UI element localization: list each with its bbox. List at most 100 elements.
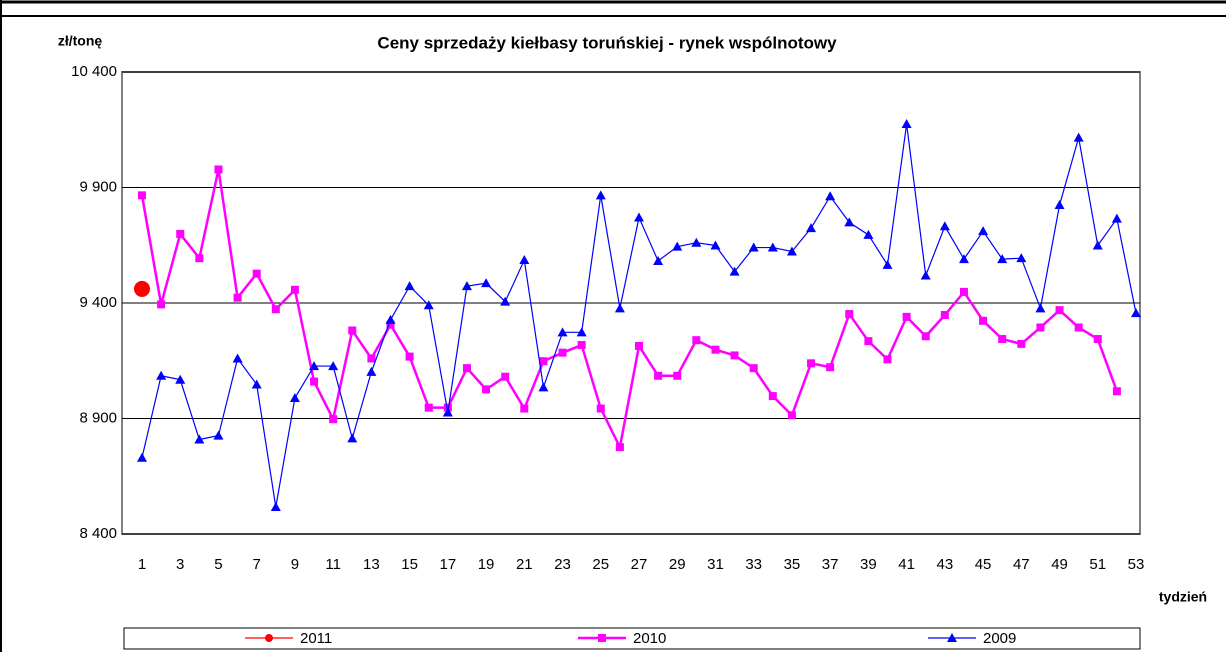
x-tick-label: 1	[138, 556, 146, 573]
point	[137, 452, 147, 462]
point	[844, 217, 855, 227]
point	[845, 310, 854, 319]
point	[232, 353, 243, 363]
point	[462, 364, 471, 373]
point	[156, 370, 167, 380]
point	[787, 411, 796, 420]
point	[1131, 308, 1141, 318]
point	[691, 237, 702, 247]
x-tick-label: 21	[516, 556, 533, 573]
x-tick-label: 17	[440, 556, 457, 573]
point	[424, 403, 433, 412]
point	[997, 254, 1008, 264]
point	[366, 366, 377, 376]
point	[194, 434, 205, 444]
point	[729, 266, 740, 276]
x-tick-label: 3	[176, 556, 184, 573]
legend-box	[123, 627, 1141, 650]
point	[958, 254, 969, 264]
point	[519, 255, 530, 265]
x-tick-label: 15	[401, 556, 418, 573]
point	[270, 501, 281, 511]
point	[786, 246, 797, 256]
point	[1093, 335, 1102, 344]
y-tick-label: 10 400	[71, 63, 117, 80]
point	[348, 326, 357, 335]
legend-marker	[265, 634, 273, 642]
point	[653, 255, 664, 265]
point	[213, 430, 224, 440]
point	[1055, 306, 1064, 315]
x-tick-label: 19	[478, 556, 495, 573]
point	[767, 242, 778, 252]
point	[1112, 387, 1121, 396]
point	[385, 314, 396, 324]
point	[175, 374, 186, 384]
point	[558, 348, 567, 357]
point	[901, 118, 912, 128]
point	[252, 269, 261, 278]
point	[692, 336, 701, 345]
point	[1035, 303, 1046, 313]
point	[939, 221, 950, 231]
point	[557, 327, 568, 337]
x-tick-label: 41	[898, 556, 915, 573]
point	[730, 351, 739, 360]
x-tick-label: 35	[784, 556, 801, 573]
point	[1017, 339, 1026, 348]
x-tick-label: 23	[554, 556, 571, 573]
y-tick-label: 8 400	[79, 525, 117, 542]
y-tick-label: 8 900	[79, 409, 117, 426]
x-tick-label: 53	[1128, 556, 1145, 573]
point	[482, 385, 491, 394]
x-tick-label: 11	[325, 556, 341, 573]
point	[176, 229, 185, 238]
x-tick-label: 39	[860, 556, 877, 573]
point	[1074, 323, 1083, 332]
point	[214, 165, 223, 174]
point	[1036, 323, 1045, 332]
legend-label: 2010	[633, 630, 666, 647]
point	[310, 377, 319, 386]
point	[825, 191, 836, 201]
point	[1073, 132, 1084, 142]
legend-label: 2009	[983, 630, 1016, 647]
point	[577, 341, 586, 350]
point	[500, 296, 511, 306]
point	[826, 363, 835, 372]
point	[271, 305, 280, 314]
point	[134, 280, 150, 297]
x-tick-label: 5	[214, 556, 222, 573]
point	[289, 392, 300, 402]
point	[710, 240, 721, 250]
point	[138, 191, 146, 200]
point	[711, 345, 720, 354]
point	[423, 300, 434, 310]
point	[672, 241, 683, 251]
point	[921, 332, 930, 341]
y-tick-label: 9 400	[79, 294, 117, 311]
x-tick-label: 25	[592, 556, 609, 573]
x-axis-label: tydzień	[1159, 589, 1207, 605]
x-tick-label: 51	[1089, 556, 1106, 573]
point	[195, 254, 204, 263]
legend-marker	[947, 633, 957, 642]
point	[920, 270, 931, 280]
point	[328, 361, 339, 371]
point	[233, 293, 242, 302]
point	[501, 372, 510, 381]
x-tick-label: 13	[363, 556, 380, 573]
point	[882, 259, 893, 269]
point	[979, 316, 988, 325]
point	[404, 281, 415, 291]
x-tick-label: 33	[745, 556, 762, 573]
point	[883, 355, 892, 364]
point	[749, 364, 758, 373]
point	[1016, 253, 1027, 263]
point	[481, 278, 492, 288]
point	[806, 223, 817, 233]
point	[290, 285, 299, 294]
series-line	[140, 169, 1119, 452]
point	[251, 379, 262, 389]
